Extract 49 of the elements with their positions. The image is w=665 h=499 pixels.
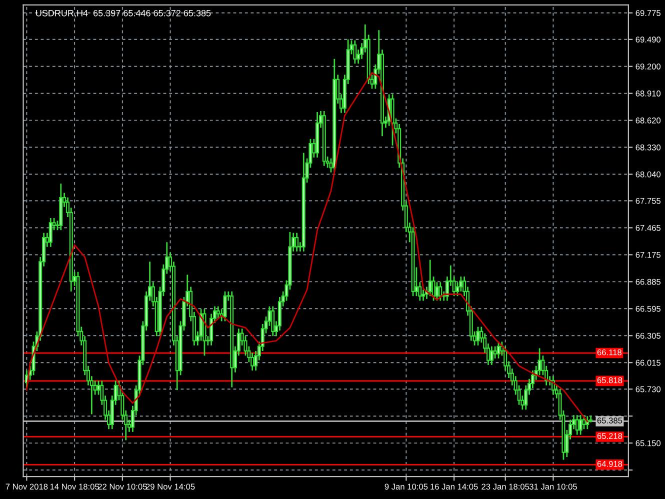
chart-title: USDRUR,H4 65.397 65.446 65.372 65.385 [36, 10, 211, 18]
x-tick-label: 23 Jan 18:05 [482, 484, 530, 490]
candlestick [216, 306, 220, 320]
candlestick [538, 348, 542, 376]
candlestick [48, 217, 52, 248]
x-tick-label: 7 Nov 2018 [6, 484, 48, 490]
candlestick [493, 346, 497, 360]
y-tick-label: 69.775 [636, 10, 661, 16]
y-tick-label: 67.755 [636, 198, 661, 204]
candlestick [575, 414, 579, 436]
y-tick-label: 66.595 [636, 306, 661, 312]
candlestick [476, 326, 480, 346]
y-tick-label: 69.200 [636, 64, 661, 70]
candlestick [271, 306, 275, 337]
ref-line-label: 65.385 [597, 418, 622, 424]
candlestick [223, 290, 227, 322]
y-tick-label: 66.885 [636, 278, 661, 285]
y-tick-label: 68.330 [636, 144, 661, 150]
ref-line-label: 65.218 [597, 433, 622, 439]
candlestick [490, 346, 494, 366]
x-tick-label: 22 Nov 10:05 [98, 484, 147, 490]
x-tick-label: 9 Jan 10:05 [384, 484, 428, 490]
candlestick [353, 40, 357, 64]
ref-line-label: 64.918 [597, 460, 622, 467]
ref-line-label: 65.818 [597, 377, 622, 384]
candlestick [459, 276, 463, 292]
y-tick-label: 67.175 [636, 252, 661, 258]
y-tick-label: 69.490 [636, 36, 661, 43]
candlestick [435, 281, 439, 302]
y-tick-label: 68.040 [636, 171, 661, 178]
ref-line-label: 66.118 [597, 349, 622, 356]
y-tick-label: 67.465 [636, 224, 661, 231]
candlestick [496, 340, 500, 360]
candlestick [422, 288, 426, 302]
y-tick-label: 65.150 [636, 440, 661, 446]
candlestick [295, 232, 299, 252]
y-tick-label: 68.620 [636, 118, 661, 124]
candlestick [582, 414, 586, 430]
candlestick [438, 281, 442, 302]
x-tick-label: 14 Nov 18:05 [50, 484, 99, 490]
y-tick-label: 68.910 [636, 90, 661, 96]
y-tick-label: 65.730 [636, 386, 661, 392]
x-tick-label: 16 Jan 14:05 [430, 484, 478, 490]
y-tick-label: 66.305 [636, 332, 661, 339]
candlestick [578, 414, 582, 436]
y-tick-label: 66.015 [636, 360, 661, 366]
candlestick [428, 259, 432, 297]
x-tick-label: 31 Jan 10:05 [529, 484, 577, 490]
x-tick-label: 29 Nov 14:05 [146, 484, 195, 490]
